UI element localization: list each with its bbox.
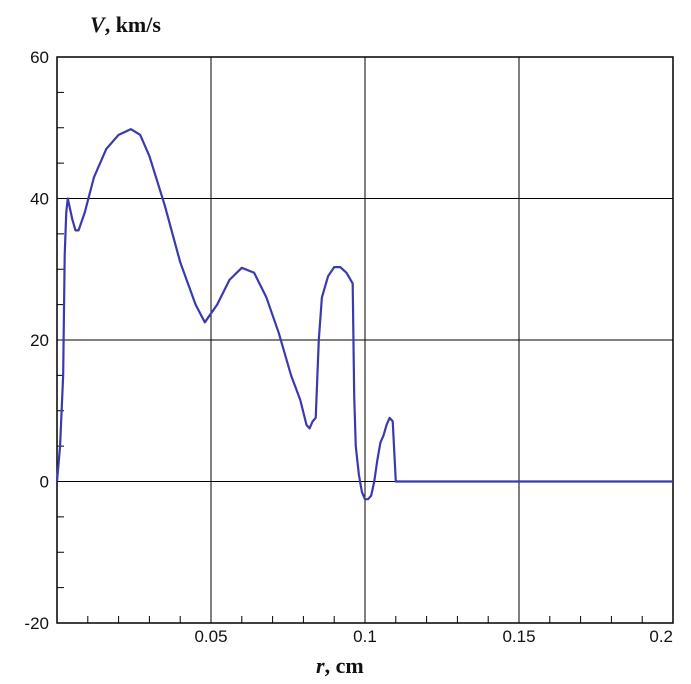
x-tick-labels: 0.05 0.1 0.15 0.2 <box>194 627 673 646</box>
y-tick-label: 60 <box>30 48 49 67</box>
y-tick-label: -20 <box>24 614 49 633</box>
x-tick-label: 0.15 <box>502 627 535 646</box>
y-tick-label: 40 <box>30 190 49 209</box>
x-tick-label: 0.2 <box>649 627 673 646</box>
velocity-series-line <box>55 128 673 501</box>
grid <box>57 56 674 624</box>
y-axis-label: V, km/s <box>90 12 161 37</box>
y-tick-label: 0 <box>40 473 49 492</box>
plot-frame <box>56 56 674 624</box>
x-tick-label: 0.1 <box>353 627 377 646</box>
y-tick-labels: -20 0 20 40 60 <box>24 48 49 633</box>
x-tick-label: 0.05 <box>194 627 227 646</box>
x-axis-label: r, cm <box>316 653 364 678</box>
y-tick-label: 20 <box>30 331 49 350</box>
